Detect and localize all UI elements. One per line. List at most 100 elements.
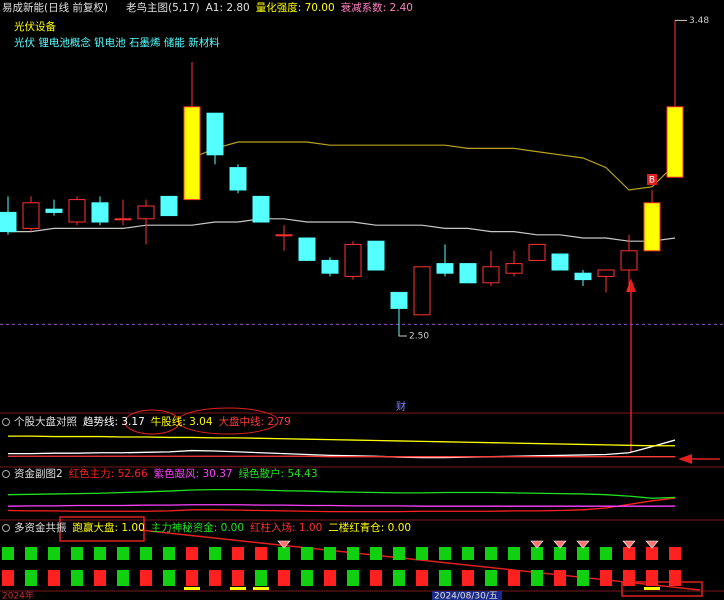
candle-body xyxy=(252,195,270,223)
buy-signal-box xyxy=(647,174,657,185)
annotation-ellipse xyxy=(124,409,180,435)
legend-item: 红柱入场: 1.00 xyxy=(250,521,322,534)
signal-block xyxy=(324,570,336,586)
signal-block xyxy=(669,570,681,586)
signal-bar xyxy=(644,587,660,590)
indicator-line xyxy=(8,435,675,447)
annotation-box xyxy=(59,516,145,542)
candle-body xyxy=(114,218,132,221)
legend-item: 牛股线: 3.04 xyxy=(151,415,213,428)
moving-average xyxy=(191,141,676,191)
candle-body xyxy=(436,263,454,274)
signal-block xyxy=(347,547,359,560)
signal-diamond xyxy=(553,540,567,549)
signal-block xyxy=(554,547,566,560)
signal-block xyxy=(232,570,244,586)
signal-block xyxy=(2,547,14,560)
signal-diamond xyxy=(530,540,544,549)
signal-block xyxy=(577,570,589,586)
candle-body xyxy=(551,253,569,271)
param: 衰减系数: 2.40 xyxy=(341,1,413,14)
stock-name: 易成新能(日线 前复权) xyxy=(2,1,108,14)
indicator-name[interactable]: 老鸟主图(5,17) xyxy=(126,1,200,14)
candle-body xyxy=(321,259,339,274)
signal-block xyxy=(485,570,497,586)
signal-diamond xyxy=(277,540,291,549)
signal-block xyxy=(186,547,198,560)
event-marker: 财 xyxy=(396,400,406,413)
candle-body xyxy=(413,266,431,316)
candle-body xyxy=(482,266,500,284)
signal-block xyxy=(140,547,152,560)
signal-block xyxy=(2,570,14,586)
panel-title: 多资金共振 xyxy=(14,521,67,534)
candle-body xyxy=(22,202,40,229)
signal-bar xyxy=(253,587,269,590)
signal-block xyxy=(94,570,106,586)
candle-body xyxy=(206,112,224,156)
signal-block xyxy=(600,570,612,586)
signal-block xyxy=(94,547,106,560)
signal-block xyxy=(439,570,451,586)
concepts: 光伏 锂电池概念 钒电池 石墨烯 储能 新材料 xyxy=(14,36,220,49)
footer-year: 2024年 xyxy=(2,590,34,600)
candle-body xyxy=(344,243,362,277)
indicator-line xyxy=(8,439,676,459)
legend-item: 趋势线: 3.17 xyxy=(83,415,145,428)
annotation-ellipse xyxy=(177,407,279,435)
panel-title: 个股大盘对照 xyxy=(14,415,77,428)
candle-body xyxy=(91,202,109,223)
signal-block xyxy=(531,570,543,586)
signal-bar xyxy=(230,587,246,590)
leader xyxy=(398,334,407,337)
signal-block xyxy=(416,570,428,586)
candle-body xyxy=(137,205,155,220)
signal-block xyxy=(485,547,497,560)
annotation-box xyxy=(621,581,703,597)
signal-bar xyxy=(184,587,200,590)
signal-diamond xyxy=(576,540,590,549)
candle-body xyxy=(528,243,546,261)
signal-block xyxy=(393,547,405,560)
signal-block xyxy=(71,570,83,586)
candle-body xyxy=(45,208,63,213)
indicator-line xyxy=(7,488,676,499)
signal-block xyxy=(439,547,451,560)
signal-block xyxy=(140,570,152,586)
signal-block xyxy=(623,570,635,586)
signal-block xyxy=(623,547,635,560)
header: 易成新能(日线 前复权) 老鸟主图(5,17) A1: 2.80 量化强度: 7… xyxy=(2,1,413,49)
signal-block xyxy=(255,547,267,560)
candle-body xyxy=(597,269,615,277)
candle-body xyxy=(275,234,293,237)
candle-body xyxy=(643,202,661,252)
signal-block xyxy=(301,547,313,560)
date-box xyxy=(432,591,502,600)
annotation-arrowhead xyxy=(678,454,692,464)
signal-diamond xyxy=(645,540,659,549)
signal-block xyxy=(324,547,336,560)
signal-block xyxy=(71,547,83,560)
signal-block xyxy=(646,547,658,560)
signal-block xyxy=(508,570,520,586)
candle-body xyxy=(298,237,316,261)
panel-title: 资金副图2 xyxy=(14,467,63,480)
signal-diamond xyxy=(622,540,636,549)
signal-block xyxy=(25,570,37,586)
legend-item: 紫色跟风: 30.37 xyxy=(154,467,233,480)
legend-item: 大盘中线: 2.79 xyxy=(219,415,291,428)
signal-block xyxy=(25,547,37,560)
panel-icon xyxy=(2,418,10,426)
signal-block xyxy=(462,570,474,586)
legend-item: 二楼红青仓: 0.00 xyxy=(328,521,411,534)
signal-block xyxy=(370,570,382,586)
candle-body xyxy=(160,195,178,217)
buy-signal: B xyxy=(649,176,655,186)
candle-body xyxy=(620,250,638,271)
signal-block xyxy=(232,547,244,560)
signal-block xyxy=(278,570,290,586)
indicator-line xyxy=(7,497,676,513)
footer-date: 2024/08/30/五 xyxy=(434,592,498,600)
